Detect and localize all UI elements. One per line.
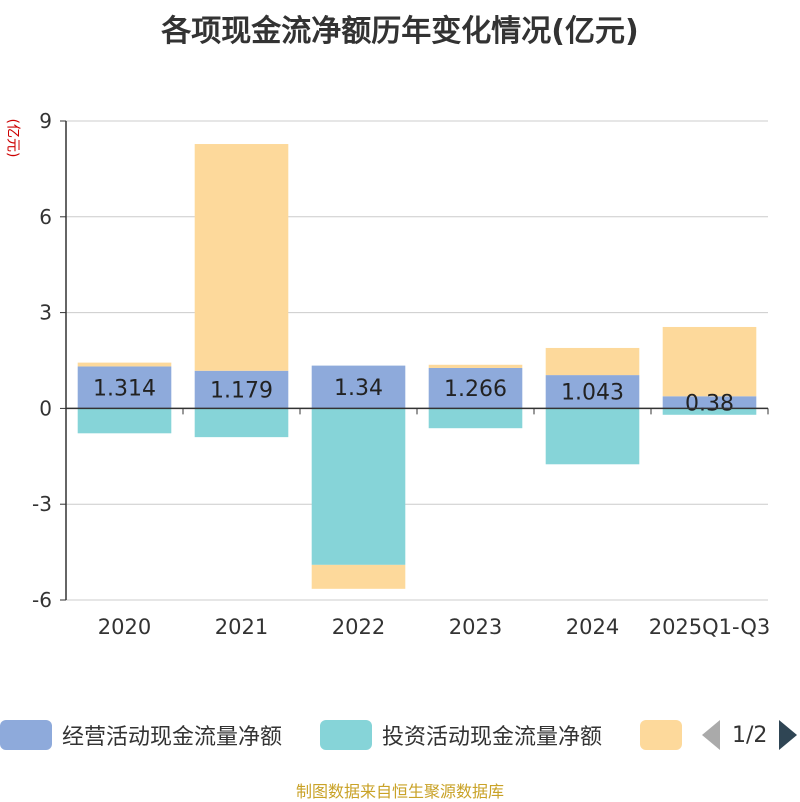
- y-tick-label-5: -6: [32, 588, 52, 612]
- bar-2020-series-2[interactable]: [77, 362, 172, 367]
- legend-swatch-operating: [0, 720, 52, 750]
- legend-item-investing[interactable]: 投资活动现金流量净额: [320, 718, 602, 752]
- bar-2022-series-0[interactable]: [311, 365, 406, 409]
- bar-2021-series-2[interactable]: [194, 144, 289, 371]
- x-tick-label-2024: 2024: [566, 615, 619, 639]
- data-label-2024: 1.043: [561, 381, 624, 406]
- data-label-2025Q1-Q3: 0.38: [685, 391, 734, 416]
- bar-2021-series-1[interactable]: [194, 408, 289, 438]
- legend-next-page-icon[interactable]: [779, 720, 798, 750]
- bar-2023-series-0[interactable]: [428, 367, 523, 409]
- data-label-2023: 1.266: [444, 377, 507, 402]
- legend-page-indicator: 1/2: [732, 722, 768, 748]
- x-tick-label-2021: 2021: [215, 615, 268, 639]
- legend: 经营活动现金流量净额 投资活动现金流量净额: [0, 718, 800, 752]
- x-tick-label-2023: 2023: [449, 615, 502, 639]
- bar-2023-series-2[interactable]: [428, 364, 523, 368]
- legend-pager: 1/2: [702, 718, 798, 752]
- chart-title: 各项现金流净额历年变化情况(亿元): [161, 14, 639, 49]
- y-tick-label-0: 9: [39, 109, 52, 133]
- bar-2021-series-0[interactable]: [194, 370, 289, 409]
- data-label-2021: 1.179: [210, 379, 273, 404]
- legend-swatch-investing: [320, 720, 372, 750]
- bar-2024-series-1[interactable]: [545, 408, 640, 465]
- data-labels-layer: 1.314 1.179 1.34 1.266 1.043 0.38: [93, 376, 734, 416]
- data-source-note: 制图数据来自恒生聚源数据库: [295, 782, 504, 801]
- bar-2025Q1-Q3-series-1[interactable]: [662, 408, 757, 415]
- bar-2020-series-0[interactable]: [77, 366, 172, 409]
- bar-2023-series-1[interactable]: [428, 408, 523, 429]
- bar-2022-series-2[interactable]: [311, 564, 406, 589]
- x-tick-label-2022: 2022: [332, 615, 385, 639]
- x-tick-label-2020: 2020: [98, 615, 151, 639]
- legend-label-investing: 投资活动现金流量净额: [382, 725, 603, 750]
- bar-2025Q1-Q3-series-0[interactable]: [662, 396, 757, 409]
- legend-swatch-financing: [640, 720, 682, 750]
- legend-label-operating: 经营活动现金流量净额: [62, 725, 283, 750]
- bars-layer: [77, 144, 757, 589]
- axes-layer: 9 6 3 0 -3 -6 2020 2021 2022 2023 2024 2025Q1-Q3: [32, 109, 770, 639]
- data-label-2022: 1.34: [334, 376, 383, 401]
- bar-2024-series-0[interactable]: [545, 375, 640, 409]
- legend-item-operating[interactable]: 经营活动现金流量净额: [0, 718, 282, 752]
- legend-item-financing[interactable]: [640, 718, 682, 752]
- bar-2020-series-1[interactable]: [77, 408, 172, 434]
- x-tick-label-2025Q1-Q3: 2025Q1-Q3: [649, 615, 771, 639]
- data-label-2020: 1.314: [93, 376, 156, 401]
- bar-2022-series-1[interactable]: [311, 408, 406, 565]
- y-tick-label-3: 0: [39, 396, 52, 420]
- legend-prev-page-icon[interactable]: [702, 720, 720, 750]
- y-tick-label-4: -3: [32, 492, 52, 516]
- y-tick-label-1: 6: [39, 205, 52, 229]
- bar-2024-series-2[interactable]: [545, 347, 640, 376]
- y-tick-label-2: 3: [39, 301, 52, 325]
- bar-2025Q1-Q3-series-2[interactable]: [662, 326, 757, 397]
